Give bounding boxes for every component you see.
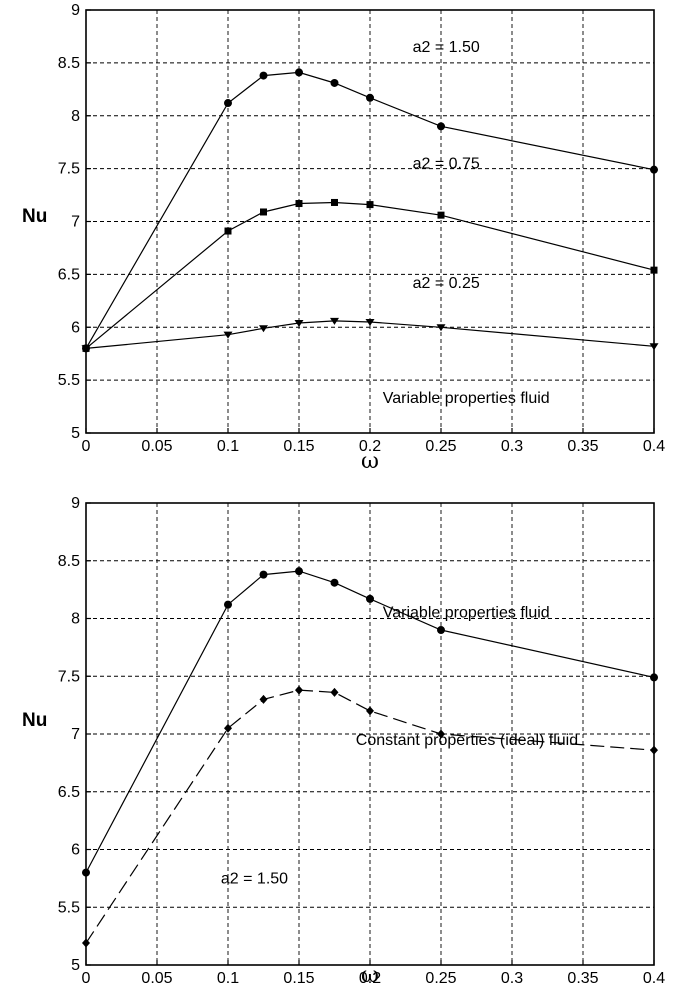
y-tick-label: 5 (71, 425, 80, 442)
series-line (85, 320, 655, 349)
x-tick-label: 0.1 (217, 438, 239, 455)
data-point (330, 78, 339, 87)
x-tick-label: 0 (82, 438, 91, 455)
series-line (85, 689, 655, 944)
data-point (259, 325, 268, 333)
data-point (259, 694, 268, 704)
data-point (436, 324, 446, 332)
annotation-label: a2 = 1.50 (221, 870, 288, 887)
data-point (437, 211, 445, 219)
data-point (366, 201, 374, 209)
x-tick-label: 0 (82, 970, 91, 984)
x-tick-label: 0.35 (567, 438, 598, 455)
y-tick-label: 6 (71, 319, 80, 336)
ticks-top: 0 0.05 0.1 0.15 0.2 0.25 0.3 0.35 0.4 5 5.5 6 6.5 7 7.… (58, 2, 665, 455)
data-point (437, 729, 445, 739)
annotation-label: Variable properties fluid (383, 390, 550, 407)
data-point (260, 208, 267, 216)
series-line (85, 201, 655, 349)
data-point (259, 570, 268, 579)
y-tick-label: 9 (71, 2, 80, 19)
x-tick-label: 0.25 (425, 970, 456, 984)
y-tick-label: 7 (71, 726, 80, 743)
xlabel-top: ω (361, 449, 379, 474)
data-point (295, 200, 303, 208)
data-point (223, 331, 233, 339)
x-tick-label: 0.3 (501, 438, 523, 455)
data-point (295, 68, 303, 77)
annotations-top: a2 = 1.50 a2 = 0.75 a2 = 0.25 Variable prop… (383, 39, 550, 407)
y-tick-label: 6.5 (58, 784, 80, 801)
data-point (224, 99, 232, 108)
y-tick-label: 8.5 (58, 55, 80, 72)
y-tick-label: 8.5 (58, 553, 80, 570)
y-tick-label: 7.5 (58, 668, 80, 685)
y-tick-label: 7.5 (58, 161, 80, 178)
data-point (366, 93, 374, 102)
y-tick-label: 5.5 (58, 372, 80, 389)
series-line (85, 570, 655, 873)
x-tick-label: 0.05 (141, 970, 172, 984)
data-point (366, 594, 374, 603)
annotation-label: Variable properties fluid (383, 605, 550, 622)
x-tick-label: 0.05 (141, 438, 172, 455)
ylabel-bottom: Nu (22, 710, 47, 731)
data-point (224, 227, 232, 235)
ticks-bottom: 0 0.05 0.1 0.15 0.2 0.25 0.3 0.35 0.4 5 5.5 6 6.5 7 7.… (58, 495, 665, 984)
grid-top (86, 10, 654, 433)
annotation-label: a2 = 0.75 (413, 155, 480, 172)
data-point (295, 567, 303, 576)
y-tick-label: 8 (71, 108, 80, 125)
x-tick-label: 0.2 (359, 970, 381, 984)
y-tick-label: 5 (71, 957, 80, 974)
data-point (224, 600, 232, 609)
annotation-label: a2 = 0.25 (413, 275, 480, 292)
x-tick-label: 0.1 (217, 970, 239, 984)
xlabel-bottom: ω (361, 963, 379, 984)
data-point (365, 318, 375, 326)
x-tick-label: 0.15 (283, 438, 314, 455)
ylabel-top: Nu (22, 206, 47, 227)
data-point (295, 685, 303, 695)
annotation-label: a2 = 1.50 (413, 39, 480, 56)
y-tick-label: 6 (71, 842, 80, 859)
data-point (330, 687, 339, 697)
y-tick-label: 6.5 (58, 266, 80, 283)
x-tick-label: 0.25 (425, 438, 456, 455)
x-tick-label: 0.35 (567, 970, 598, 984)
data-point (330, 317, 339, 325)
chart-top: 0 0.05 0.1 0.15 0.2 0.25 0.3 0.35 0.4 5 5.5 6 6.5 7 7.… (22, 2, 665, 474)
chart-bottom: 0 0.05 0.1 0.15 0.2 0.25 0.3 0.35 0.4 5 5.5 6 6.5 7 7.… (22, 495, 665, 984)
annotation-label: Constant properties (ideal) fluid (356, 732, 578, 749)
y-tick-label: 5.5 (58, 899, 80, 916)
data-point (437, 626, 445, 635)
annotations-bottom: Variable properties fluid Constant proper… (221, 605, 578, 888)
data-point (366, 706, 374, 716)
data-point (437, 122, 445, 131)
data-point (294, 320, 304, 328)
data-point (259, 71, 268, 80)
x-tick-label: 0.3 (501, 970, 523, 984)
y-tick-label: 9 (71, 495, 80, 512)
y-tick-label: 8 (71, 611, 80, 628)
x-tick-label: 0.15 (283, 970, 314, 984)
y-tick-label: 7 (71, 214, 80, 231)
x-tick-label: 0.2 (359, 438, 381, 455)
data-point (224, 723, 232, 733)
series-line (85, 71, 655, 349)
data-point (331, 198, 338, 206)
x-tick-label: 0.4 (643, 970, 665, 984)
data-point (330, 578, 339, 587)
x-tick-label: 0.4 (643, 438, 665, 455)
